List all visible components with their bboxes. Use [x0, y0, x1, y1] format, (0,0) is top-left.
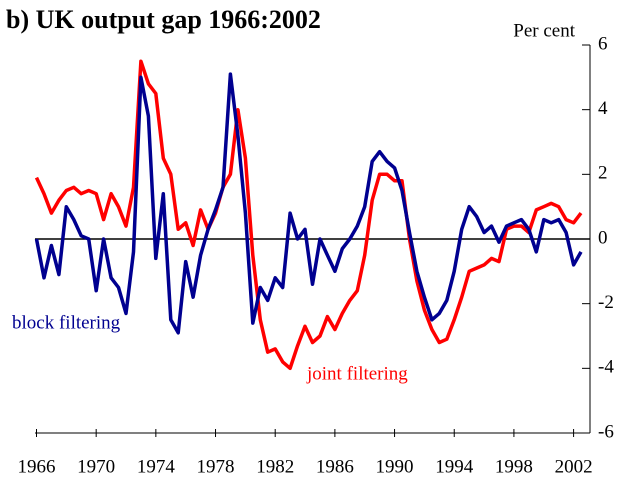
- x-tick-label: 1978: [197, 456, 235, 477]
- x-tick-label: 1974: [137, 456, 176, 477]
- y-tick-label: -4: [598, 357, 614, 378]
- x-tick-label: 1982: [256, 456, 294, 477]
- series-line: [34, 72, 583, 335]
- y-tick-label: 2: [598, 163, 608, 184]
- chart-title: b) UK output gap 1966:2002: [6, 5, 321, 34]
- annotation: block filtering: [12, 312, 121, 333]
- y-tick-label: 0: [598, 227, 608, 248]
- x-tick-label: 1986: [316, 456, 354, 477]
- y-tick-label: 6: [598, 33, 608, 54]
- y-tick-label: -2: [598, 292, 614, 313]
- x-tick-label: 1994: [435, 456, 474, 477]
- x-tick-label: 1970: [77, 456, 115, 477]
- x-tick-label: 1998: [495, 456, 533, 477]
- y-tick-label: -6: [598, 421, 614, 442]
- series-line: [34, 59, 583, 371]
- y-tick-label: 4: [598, 98, 608, 119]
- x-tick-label: 2002: [555, 456, 593, 477]
- x-tick-label: 1966: [17, 456, 55, 477]
- x-tick-label: 1990: [376, 456, 414, 477]
- annotation: joint filtering: [306, 363, 408, 384]
- y-axis-label: Per cent: [513, 20, 575, 41]
